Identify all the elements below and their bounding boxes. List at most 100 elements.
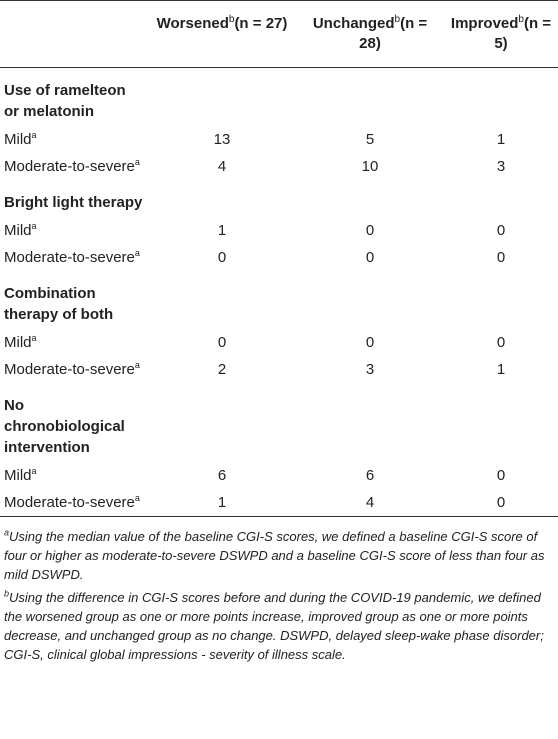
row-label-cell: Milda — [0, 462, 148, 489]
row-label-cell: Moderate-to-severea — [0, 489, 148, 517]
group-empty-cell — [148, 271, 296, 329]
row-label: Mild — [4, 222, 32, 239]
footnotes: aUsing the median value of the baseline … — [0, 523, 558, 664]
group-empty-cell — [444, 68, 558, 127]
value-cell: 5 — [365, 131, 375, 148]
value-cell: 6 — [217, 467, 227, 484]
group-empty-cell — [296, 383, 444, 462]
group-empty-cell — [148, 180, 296, 217]
row-label-cell: Moderate-to-severea — [0, 244, 148, 271]
header-worsened-n: (n = 27) — [234, 15, 288, 32]
header-worsened-sup: b — [228, 14, 235, 25]
header-worsened: Worsenedb(n = 27) — [148, 1, 296, 68]
row-label-sup: a — [31, 130, 37, 140]
table-row: Moderate-to-severea 2 3 1 — [0, 356, 558, 383]
header-worsened-label: Worsened — [156, 15, 229, 32]
row-label: Mild — [4, 334, 32, 351]
footnote-text: Using the median value of the baseline C… — [4, 529, 545, 582]
header-empty — [0, 1, 148, 68]
row-label-cell: Milda — [0, 217, 148, 244]
value-cell: 0 — [365, 249, 375, 266]
row-label: Moderate-to-severe — [4, 249, 135, 266]
table-row: Milda 6 6 0 — [0, 462, 558, 489]
footnote-mark: a — [4, 527, 10, 538]
group-empty-cell — [444, 271, 558, 329]
footnote-mark: b — [4, 588, 10, 599]
value-cell: 1 — [496, 361, 506, 378]
row-label: Moderate-to-severe — [4, 361, 135, 378]
row-label-cell: Moderate-to-severea — [0, 356, 148, 383]
value-cell: 2 — [217, 361, 227, 378]
group-row: Bright light therapy — [0, 180, 558, 217]
table-body: Use of ramelteon or melatonin Milda 13 5 1 Mo… — [0, 68, 558, 517]
value-cell: 0 — [496, 334, 506, 351]
header-unchanged-sup: b — [394, 14, 401, 25]
table-row: Milda 1 0 0 — [0, 217, 558, 244]
row-label: Moderate-to-severe — [4, 494, 135, 511]
header-improved-sup: b — [518, 14, 524, 25]
group-empty-cell — [148, 383, 296, 462]
group-title: Combination therapy of both — [4, 285, 114, 323]
row-label: Mild — [4, 467, 32, 484]
header-improved: Improvedb(n = 5) — [444, 1, 558, 68]
header-unchanged-label: Unchanged — [312, 15, 395, 32]
value-cell: 0 — [217, 249, 227, 266]
row-label-sup: a — [31, 333, 37, 343]
group-empty-cell — [296, 68, 444, 127]
header-unchanged-n: (n = 28) — [359, 15, 428, 52]
footnote: bUsing the difference in CGI-S scores be… — [0, 584, 558, 664]
row-label: Moderate-to-severe — [4, 158, 135, 175]
value-cell: 1 — [217, 494, 227, 511]
value-cell: 0 — [496, 467, 506, 484]
header-improved-n: (n = 5) — [494, 15, 552, 52]
group-title: Use of ramelteon or melatonin — [4, 82, 126, 120]
value-cell: 1 — [217, 222, 227, 239]
group-empty-cell — [296, 271, 444, 329]
group-title: Bright light therapy — [4, 194, 143, 211]
value-cell: 3 — [365, 361, 375, 378]
value-cell: 0 — [496, 249, 506, 266]
table-row: Moderate-to-severea 4 10 3 — [0, 153, 558, 180]
group-empty-cell — [148, 68, 296, 127]
results-table: Worsenedb(n = 27) Unchangedb(n = 28) Imp… — [0, 0, 558, 517]
table-row: Moderate-to-severea 0 0 0 — [0, 244, 558, 271]
value-cell: 0 — [217, 334, 227, 351]
value-cell: 3 — [496, 158, 506, 175]
footnote: aUsing the median value of the baseline … — [0, 523, 558, 584]
group-row: Combination therapy of both — [0, 271, 558, 329]
row-label-sup: a — [134, 248, 140, 258]
group-empty-cell — [444, 180, 558, 217]
group-row: Use of ramelteon or melatonin — [0, 68, 558, 127]
value-cell: 0 — [496, 222, 506, 239]
value-cell: 4 — [365, 494, 375, 511]
value-cell: 0 — [496, 494, 506, 511]
header-improved-label: Improved — [450, 15, 519, 32]
group-title: No chronobiological intervention — [4, 397, 125, 456]
value-cell: 10 — [361, 158, 379, 175]
table-header: Worsenedb(n = 27) Unchangedb(n = 28) Imp… — [0, 0, 558, 68]
group-empty-cell — [296, 180, 444, 217]
row-label-sup: a — [31, 221, 37, 231]
row-label-cell: Moderate-to-severea — [0, 153, 148, 180]
footnote-text: Using the difference in CGI-S scores bef… — [4, 590, 544, 662]
row-label-sup: a — [134, 157, 140, 167]
table-row: Milda 0 0 0 — [0, 329, 558, 356]
table-row: Milda 13 5 1 — [0, 126, 558, 153]
group-empty-cell — [444, 383, 558, 462]
row-label-sup: a — [134, 360, 140, 370]
value-cell: 0 — [365, 334, 375, 351]
value-cell: 4 — [217, 158, 227, 175]
row-label-sup: a — [134, 493, 140, 503]
row-label-sup: a — [31, 466, 37, 476]
value-cell: 13 — [213, 131, 231, 148]
table-row: Moderate-to-severea 1 4 0 — [0, 489, 558, 517]
header-unchanged: Unchangedb(n = 28) — [296, 1, 444, 68]
row-label-cell: Milda — [0, 126, 148, 153]
value-cell: 1 — [496, 131, 506, 148]
value-cell: 0 — [365, 222, 375, 239]
group-row: No chronobiological intervention — [0, 383, 558, 462]
row-label-cell: Milda — [0, 329, 148, 356]
row-label: Mild — [4, 131, 32, 148]
value-cell: 6 — [365, 467, 375, 484]
